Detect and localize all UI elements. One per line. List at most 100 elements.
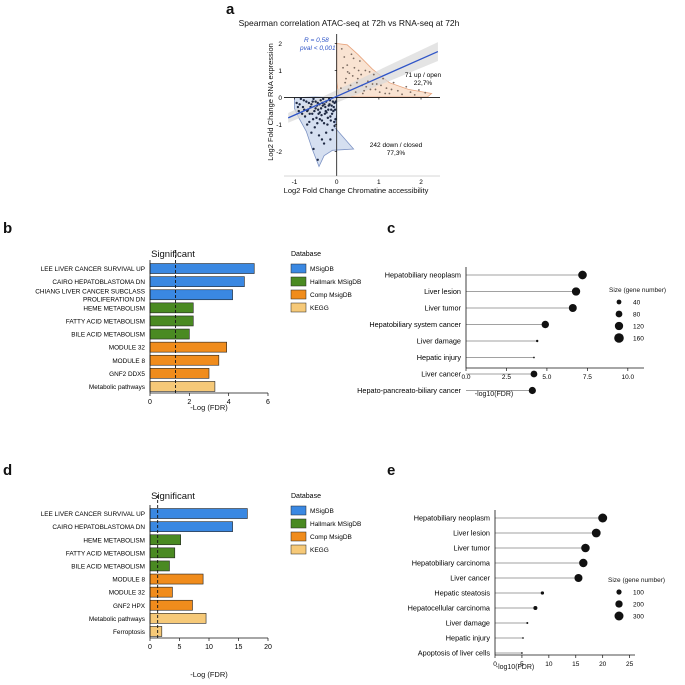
down-point: [321, 104, 324, 107]
up-point: [360, 73, 363, 76]
down-point: [324, 131, 328, 134]
size-legend-label: 200: [633, 602, 644, 609]
up-point: [363, 89, 366, 92]
panel-a-ylabel: Log2 Fold Change RNA expression: [266, 43, 275, 161]
size-legend-label: 100: [633, 590, 644, 597]
down-point: [320, 138, 324, 141]
bar: [149, 586, 173, 598]
up-point: [372, 73, 375, 76]
down-point: [312, 97, 315, 101]
up-point: [350, 53, 353, 56]
lollipop-dot: [541, 320, 549, 329]
x-tick-label: 20: [599, 661, 607, 668]
down-point: [299, 97, 303, 101]
bar-category-label: FATTY ACID METABOLISM: [66, 318, 145, 325]
down-point: [319, 99, 322, 102]
panel-e-xlabel: -log10(FDR): [496, 664, 535, 671]
annot-up-percent: 22,7%: [414, 80, 433, 87]
down-point: [316, 101, 319, 105]
down-point: [308, 120, 311, 124]
size-legend-label: 160: [633, 336, 644, 343]
panel-c-lollipop-chart: -log10(FDR) Size (gene number) Hepatobil…: [357, 267, 666, 398]
bar: [149, 368, 210, 379]
down-point: [303, 115, 307, 118]
bar: [149, 534, 181, 546]
lollipop-dot: [598, 513, 608, 523]
x-tick-label: 10: [545, 661, 553, 668]
up-point: [358, 60, 361, 62]
lollipop-category-label: Hepato-pancreato-biliary cancer: [357, 386, 461, 395]
size-legend-dot: [614, 321, 624, 331]
up-point: [401, 93, 403, 96]
down-point: [326, 123, 329, 126]
down-point: [322, 122, 326, 125]
bar-category-label: FATTY ACID METABOLISM: [66, 550, 145, 557]
x-tick-label: 20: [264, 644, 272, 651]
up-point: [371, 83, 374, 85]
legend-title: Database: [291, 251, 321, 258]
lollipop-dot: [581, 543, 590, 553]
lollipop-category-label: Liver damage: [417, 337, 461, 346]
up-point: [342, 66, 344, 69]
x-tick-label: 6: [266, 399, 270, 406]
lollipop-dot: [533, 356, 535, 359]
down-point: [310, 131, 313, 134]
lollipop-dot: [521, 652, 523, 654]
down-point: [314, 100, 317, 103]
x-tick-label: 15: [572, 661, 580, 668]
down-point: [315, 116, 318, 120]
up-point: [375, 83, 378, 85]
bar: [149, 560, 170, 572]
panel-letter-b: b: [3, 220, 12, 237]
down-point: [324, 105, 327, 109]
size-legend-label: 40: [633, 300, 641, 307]
bar: [149, 613, 207, 624]
lollipop-dot: [536, 339, 539, 343]
panel-letter-a: a: [226, 1, 235, 18]
down-point: [334, 100, 338, 103]
annot-up-count: 71 up / open: [405, 72, 442, 79]
up-point: [392, 81, 395, 84]
down-point: [313, 126, 316, 129]
lollipop-category-label: Liver cancer: [450, 574, 490, 583]
up-point: [346, 70, 349, 73]
bar-category-label: LEE LIVER CANCER SURVIVAL UP: [41, 266, 145, 273]
bar: [149, 547, 176, 559]
panel-e-lollipop-chart: -log10(FDR) Size (gene number) Hepatobil…: [408, 510, 665, 671]
size-legend-label: 80: [633, 312, 641, 319]
up-point: [352, 57, 355, 60]
up-point: [364, 69, 367, 72]
down-point: [319, 107, 323, 110]
down-point: [331, 128, 334, 132]
up-point: [365, 85, 368, 88]
lollipop-category-label: Liver tumor: [454, 544, 491, 553]
lollipop-category-label: Hepatic injury: [446, 634, 491, 643]
up-point: [348, 72, 351, 75]
lollipop-category-label: Hepatic steatosis: [434, 589, 490, 598]
lollipop-dot: [533, 605, 538, 611]
bar: [149, 315, 194, 327]
up-point: [368, 70, 371, 73]
down-point: [317, 112, 320, 115]
bar-category-label: MODULE 8: [112, 577, 145, 584]
down-point: [330, 112, 334, 115]
x-tick-label: 2: [187, 399, 191, 406]
up-point: [413, 93, 416, 96]
legend-swatch: [290, 263, 307, 274]
down-point: [313, 109, 316, 113]
down-point: [314, 107, 317, 110]
up-point: [405, 85, 408, 88]
size-legend-dot: [616, 299, 622, 305]
x-tick-label: 0: [148, 644, 152, 651]
size-legend-dot: [615, 600, 623, 608]
down-point: [318, 118, 322, 121]
down-point: [316, 108, 320, 111]
x-tick-label: 5.0: [542, 374, 551, 381]
bar: [149, 354, 220, 366]
panel-b-legend: Database MSigDB Hallmark MSigDB Comp MsigDB…: [290, 251, 361, 313]
bar-category-label: MODULE 32: [109, 590, 146, 597]
down-point: [298, 103, 301, 106]
x-tick-label: 10: [205, 644, 213, 651]
x-tick-label: 0: [335, 179, 339, 186]
lollipop-dot: [574, 573, 583, 583]
